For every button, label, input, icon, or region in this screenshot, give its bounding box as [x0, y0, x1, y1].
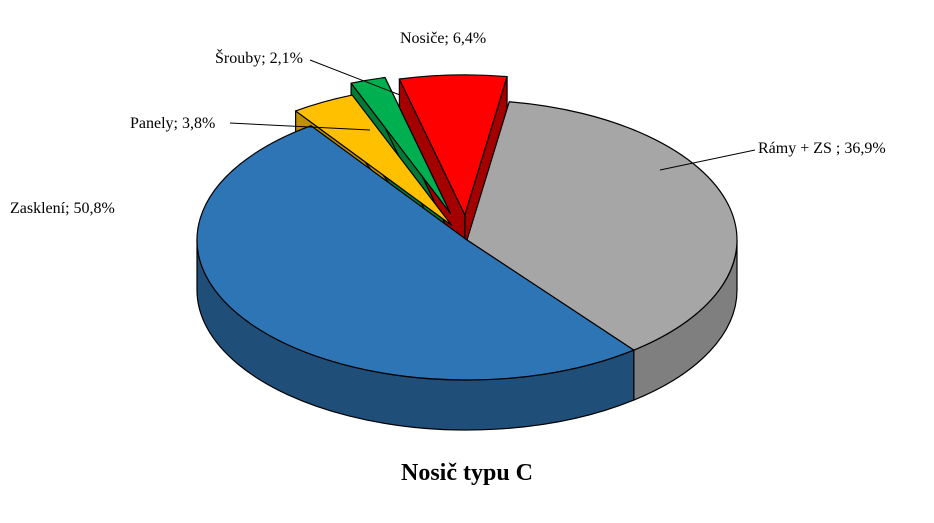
- slice-label-srouby: Šrouby; 2,1%: [215, 50, 303, 68]
- pie-chart: [0, 0, 934, 523]
- chart-title: Nosič typu C: [0, 460, 934, 487]
- slice-label-zaskleni: Zasklení; 50,8%: [10, 200, 115, 218]
- slice-label-ramy: Rámy + ZS ; 36,9%: [758, 140, 886, 158]
- slice-label-panely: Panely; 3,8%: [130, 115, 215, 133]
- slice-label-nosice: Nosiče; 6,4%: [400, 30, 486, 48]
